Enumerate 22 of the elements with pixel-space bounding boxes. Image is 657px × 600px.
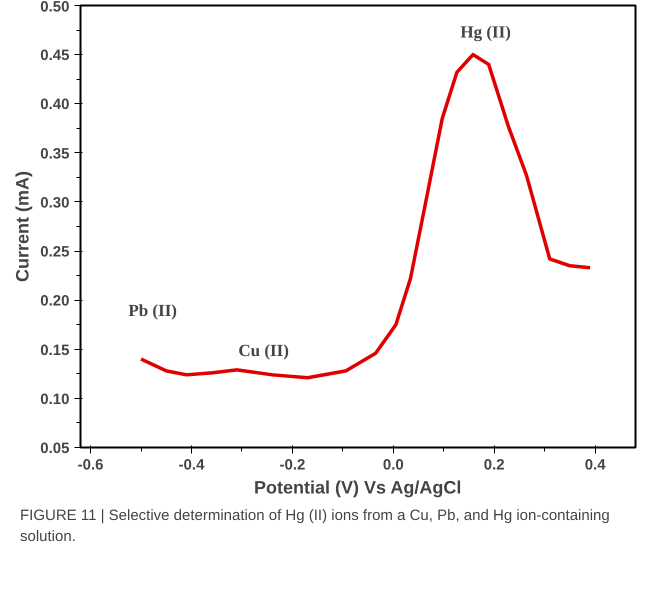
x-axis-title: Potential (V) Vs Ag/AgCl [254,478,462,498]
y-tick-label: 0.45 [40,47,70,64]
y-tick-label: 0.50 [40,0,70,16]
x-tick-label: 0.0 [382,456,404,474]
annotation: Cu (II) [238,340,289,360]
y-tick-label: 0.10 [40,390,70,408]
y-axis-title: Current (mA) [12,170,32,282]
y-tick-label: 0.25 [40,244,70,261]
x-tick-label: 0.4 [584,456,606,474]
x-tick-label: -0.2 [279,456,306,474]
y-tick-label: 0.20 [40,292,70,310]
y-tick-label: 0.40 [40,96,70,114]
annotation: Pb (II) [128,300,177,320]
x-tick-label: -0.6 [78,456,104,474]
y-tick-label: 0.15 [40,342,70,359]
x-tick-label: -0.4 [178,456,206,474]
annotation: Hg (II) [460,22,511,42]
x-tick-label: 0.2 [484,456,505,474]
y-tick-label: 0.05 [40,440,70,457]
caption: FIGURE 11 | Selective determination of Hg (II) ions from a Cu, Pb, and Hg ion-containing solution. [20,506,611,548]
y-tick-label: 0.35 [40,145,70,162]
y-tick-label: 0.30 [40,194,70,212]
